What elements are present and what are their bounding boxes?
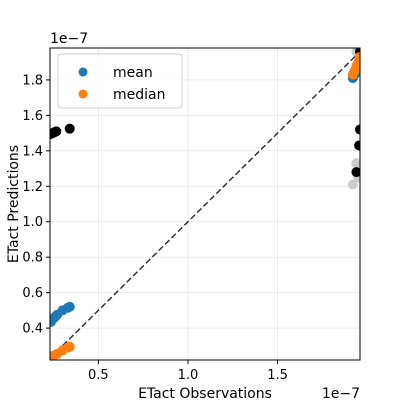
identity-reference-line	[49, 51, 361, 359]
legend-box	[57, 53, 183, 109]
point-series-3-1	[351, 158, 360, 169]
point-series-2-5	[351, 167, 360, 178]
y-axis-offset-text: 1e−7	[50, 31, 88, 47]
point-series-3-0	[347, 179, 358, 190]
y-tick-label: 1.4	[22, 144, 43, 159]
point-series-0-7	[64, 301, 75, 312]
x-tick-label: 1.0	[178, 368, 199, 383]
point-series-1-10	[355, 51, 360, 62]
y-tick-label: 1.0	[22, 215, 43, 230]
point-series-2-4	[64, 123, 75, 134]
point-series-2-3	[51, 126, 62, 137]
x-axis-offset-text: 1e−7	[322, 386, 360, 400]
x-axis-label: ETact Observations	[138, 386, 272, 400]
y-tick-label: 1.8	[22, 73, 43, 88]
y-tick-label: 1.6	[22, 109, 43, 124]
legend-label-median: median	[113, 87, 165, 103]
point-series-2-6	[354, 140, 360, 151]
y-axis-label: ETact Predictions	[6, 145, 22, 263]
legend-marker-mean	[78, 67, 88, 77]
reference-line-group	[49, 51, 361, 359]
plot-frame	[49, 47, 361, 361]
data-points	[50, 48, 360, 360]
y-tick-label: 0.8	[22, 251, 43, 266]
y-tick-label: 1.2	[22, 180, 43, 195]
x-axis-ticks: 0.5 1.0 1.5	[88, 360, 288, 383]
y-tick-label: 0.4	[22, 322, 43, 337]
point-series-1-5	[64, 341, 75, 352]
legend-marker-median	[78, 89, 88, 99]
legend: mean median	[57, 53, 183, 109]
x-tick-label: 0.5	[88, 368, 109, 383]
legend-label-mean: mean	[113, 65, 153, 81]
x-tick-label: 1.5	[267, 368, 288, 383]
point-series-2-7	[355, 124, 360, 135]
y-axis-ticks: 0.4 0.6 0.8 1.0 1.2 1.4 1.6 1.8	[22, 73, 50, 337]
y-tick-label: 0.6	[22, 286, 43, 301]
